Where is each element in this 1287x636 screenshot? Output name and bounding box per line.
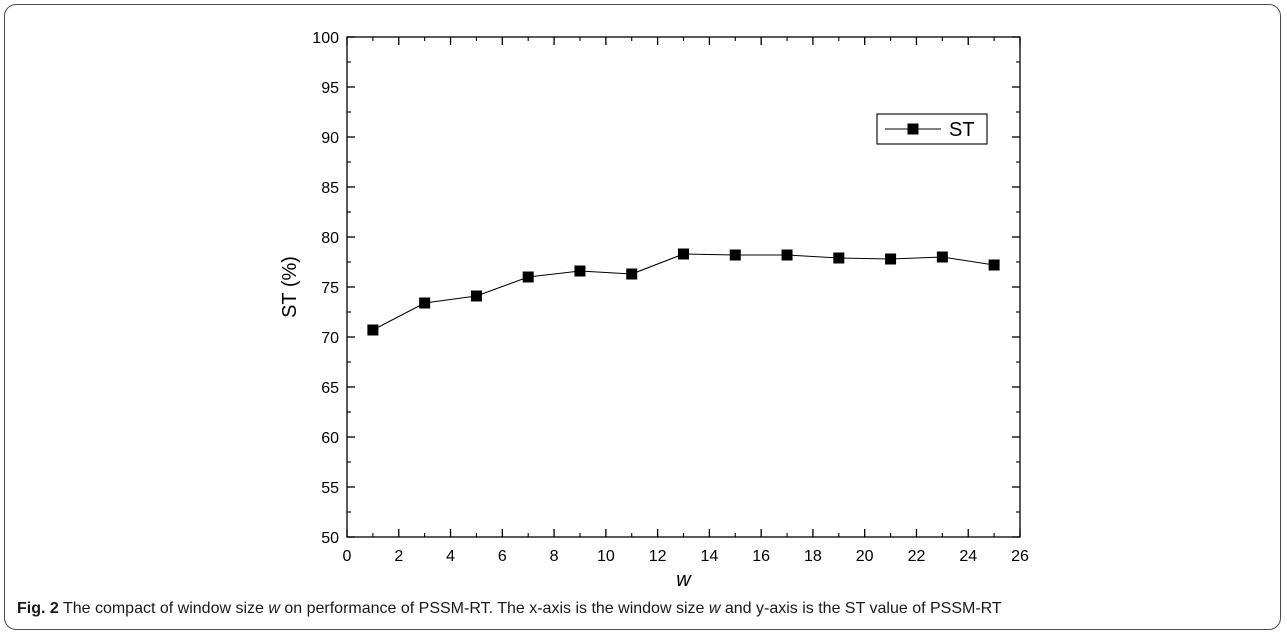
y-tick-label: 65 — [321, 380, 339, 397]
y-tick-label: 90 — [321, 130, 339, 147]
plot-area-frame — [346, 36, 1021, 538]
data-point — [367, 324, 379, 336]
data-point — [729, 249, 741, 261]
x-tick-label: 22 — [908, 548, 926, 565]
data-point — [833, 252, 845, 264]
data-point — [419, 297, 431, 309]
y-tick-label: 60 — [321, 430, 339, 447]
caption-variable-w-2: w — [708, 600, 721, 617]
y-tick-label: 50 — [321, 530, 339, 547]
series-line — [372, 253, 995, 331]
caption-text-1: The compact of window size — [58, 600, 269, 617]
data-point — [626, 268, 638, 280]
figure-caption: Fig. 2 The compact of window size w on p… — [17, 600, 1272, 618]
figure-frame — [4, 4, 1281, 630]
x-tick-label: 6 — [498, 548, 507, 565]
data-point — [885, 253, 897, 265]
data-point — [936, 251, 948, 263]
y-axis-label: ST (%) — [279, 256, 301, 318]
y-tick-label: 75 — [321, 280, 339, 297]
caption-variable-w-1: w — [268, 600, 280, 617]
data-point — [678, 248, 689, 260]
caption-text-3: and y-axis is the ST value of PSSM-RT — [720, 600, 1002, 617]
legend-marker — [907, 123, 919, 135]
x-tick-label: 18 — [804, 548, 822, 565]
x-tick-label: 8 — [550, 548, 559, 565]
data-point — [781, 249, 793, 261]
data-point — [988, 259, 1000, 271]
x-tick-label: 4 — [446, 548, 455, 565]
x-tick-label: 16 — [752, 548, 770, 565]
x-tick-label: 26 — [1011, 548, 1029, 565]
figure-label: Fig. 2 — [17, 600, 59, 617]
y-tick-label: 80 — [321, 230, 339, 247]
y-tick-label: 100 — [312, 30, 339, 47]
data-point — [470, 290, 482, 302]
x-tick-label: 20 — [856, 548, 874, 565]
x-tick-label: 2 — [394, 548, 403, 565]
y-tick-label: 55 — [321, 480, 339, 497]
x-tick-label: 12 — [649, 548, 667, 565]
x-tick-label: 0 — [343, 548, 352, 565]
y-tick-label: 85 — [321, 180, 339, 197]
data-point — [574, 265, 586, 277]
data-point — [522, 271, 534, 283]
y-tick-label: 70 — [321, 330, 339, 347]
legend-label: ST — [949, 119, 975, 141]
x-tick-label: 24 — [959, 548, 977, 565]
x-tick-label: 14 — [700, 548, 718, 565]
x-axis-label: w — [676, 569, 692, 591]
y-tick-label: 95 — [321, 80, 339, 97]
x-tick-label: 10 — [597, 548, 615, 565]
caption-text-2: on performance of PSSM-RT. The x-axis is… — [279, 600, 709, 617]
